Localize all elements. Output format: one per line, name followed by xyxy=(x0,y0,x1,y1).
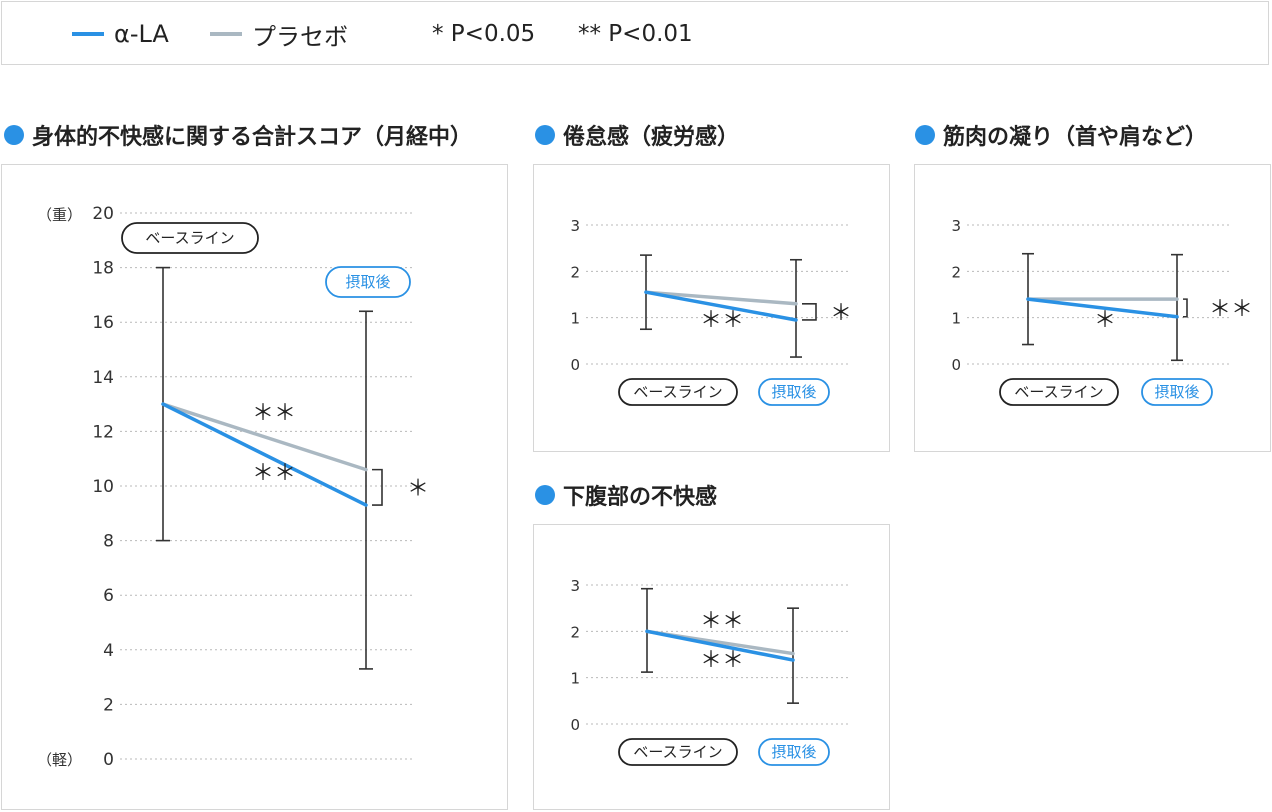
significance-label-ala: ＊＊ xyxy=(700,648,744,673)
series-line-ala xyxy=(645,629,795,662)
y-tick-label: 0 xyxy=(103,750,114,770)
legend-note-p005: * P<0.05 xyxy=(432,21,536,47)
x-label-after-text: 摂取後 xyxy=(1154,383,1199,401)
y-tick-label: 3 xyxy=(570,217,580,235)
y-tick-label: 3 xyxy=(570,577,580,595)
x-label-baseline-text: ベースライン xyxy=(633,383,722,401)
chart1-title: 身体的不快感に関する合計スコア（月経中） xyxy=(4,120,472,150)
y-bottom-label: （軽） xyxy=(37,751,82,769)
y-tick-label: 2 xyxy=(570,623,580,641)
series-line-placebo xyxy=(644,290,798,306)
y-tick-label: 2 xyxy=(103,695,114,715)
legend: α-LA プラセボ * P<0.05 ** P<0.01 xyxy=(1,1,1269,65)
chart1-panel: 0 2 4 6 8 10 12 14 16 18 20 （重） （軽）＊＊＊ ＊＊ ベースライン 摂取後 xyxy=(1,164,508,810)
legend-label-ala: α-LA xyxy=(114,20,169,48)
significance-bracket xyxy=(1183,298,1188,318)
chart2-title-text: 倦怠感（疲労感） xyxy=(563,125,740,150)
significance-bracket xyxy=(802,302,817,321)
bullet-dot-icon xyxy=(535,125,555,145)
chart3-panel: 0 1 2 3 ＊＊＊ベースライン 摂取後 xyxy=(914,164,1271,452)
chart4-title-text: 下腹部の不快感 xyxy=(563,485,718,510)
legend-swatch-ala xyxy=(72,32,104,36)
x-label-baseline-frame xyxy=(121,222,259,254)
significance-label-ala: ＊ xyxy=(1094,308,1116,333)
legend-item-placebo: プラセボ xyxy=(210,2,348,66)
x-label-baseline-text: ベースライン xyxy=(145,229,234,247)
y-tick-label: 0 xyxy=(570,356,580,374)
x-label-after-text: 摂取後 xyxy=(771,743,816,761)
y-tick-label: 0 xyxy=(570,716,580,734)
y-tick-label: 18 xyxy=(92,259,114,279)
bullet-dot-icon xyxy=(915,125,935,145)
y-tick-label: 10 xyxy=(92,477,114,497)
series-line-placebo xyxy=(161,402,368,472)
chart2-panel: 0 1 2 3 ＊＊＊ ベースライン 摂取後 xyxy=(533,164,890,452)
chart4-title: 下腹部の不快感 xyxy=(535,480,717,510)
x-label-after-frame xyxy=(325,266,411,298)
significance-group-label: ＊＊ xyxy=(1209,297,1253,322)
y-tick-label: 20 xyxy=(92,204,114,224)
y-tick-label: 14 xyxy=(92,368,114,388)
series-line-ala xyxy=(1026,297,1179,319)
significance-group-label: ＊ xyxy=(830,301,852,326)
series-line-ala xyxy=(161,402,368,507)
chart4-panel: 0 1 2 3 ＊＊ ＊＊ ベースライン 摂取後 xyxy=(533,524,890,810)
x-label-baseline-frame xyxy=(999,378,1119,406)
legend-note-p001: ** P<0.01 xyxy=(578,21,693,47)
y-tick-label: 2 xyxy=(951,263,961,281)
significance-label-placebo: ＊＊ xyxy=(700,609,744,634)
y-top-label: （重） xyxy=(37,206,82,224)
significance-group-label: ＊ xyxy=(407,476,429,501)
y-tick-label: 1 xyxy=(951,310,961,328)
x-label-after-text: 摂取後 xyxy=(345,273,390,291)
y-tick-label: 3 xyxy=(951,217,961,235)
y-tick-label: 6 xyxy=(103,586,114,606)
significance-label-ala: ＊＊ xyxy=(700,308,744,333)
y-tick-label: 1 xyxy=(570,670,580,688)
y-tick-label: 2 xyxy=(570,263,580,281)
chart2-title: 倦怠感（疲労感） xyxy=(535,120,739,150)
series-line-ala xyxy=(644,290,798,322)
bullet-dot-icon xyxy=(535,485,555,505)
y-tick-label: 8 xyxy=(103,532,114,552)
y-tick-label: 16 xyxy=(92,313,114,333)
x-label-baseline-frame xyxy=(618,738,738,766)
chart3-title-text: 筋肉の凝り（首や肩など） xyxy=(943,125,1208,150)
y-tick-label: 0 xyxy=(951,356,961,374)
x-label-after-frame xyxy=(1141,378,1213,406)
legend-label-placebo: プラセボ xyxy=(252,22,348,51)
x-label-baseline-text: ベースライン xyxy=(1014,383,1103,401)
bullet-dot-icon xyxy=(4,125,24,145)
x-label-baseline-text: ベースライン xyxy=(633,743,722,761)
legend-item-ala: α-LA xyxy=(72,2,169,66)
x-label-after-text: 摂取後 xyxy=(771,383,816,401)
y-tick-label: 4 xyxy=(103,641,114,661)
x-label-after-frame xyxy=(758,738,830,766)
x-label-after-frame xyxy=(758,378,830,406)
x-label-baseline-frame xyxy=(618,378,738,406)
y-tick-label: 12 xyxy=(92,422,114,442)
significance-bracket xyxy=(372,468,383,506)
legend-swatch-placebo xyxy=(210,32,242,36)
chart1-title-text: 身体的不快感に関する合計スコア（月経中） xyxy=(32,125,473,150)
significance-label-ala: ＊＊ xyxy=(252,461,296,486)
chart4-svg: 0 1 2 3 ＊＊ ＊＊ ベースライン 摂取後 xyxy=(570,577,851,766)
y-tick-label: 1 xyxy=(570,310,580,328)
significance-label-placebo: ＊＊ xyxy=(252,401,296,426)
chart3-title: 筋肉の凝り（首や肩など） xyxy=(915,120,1207,150)
